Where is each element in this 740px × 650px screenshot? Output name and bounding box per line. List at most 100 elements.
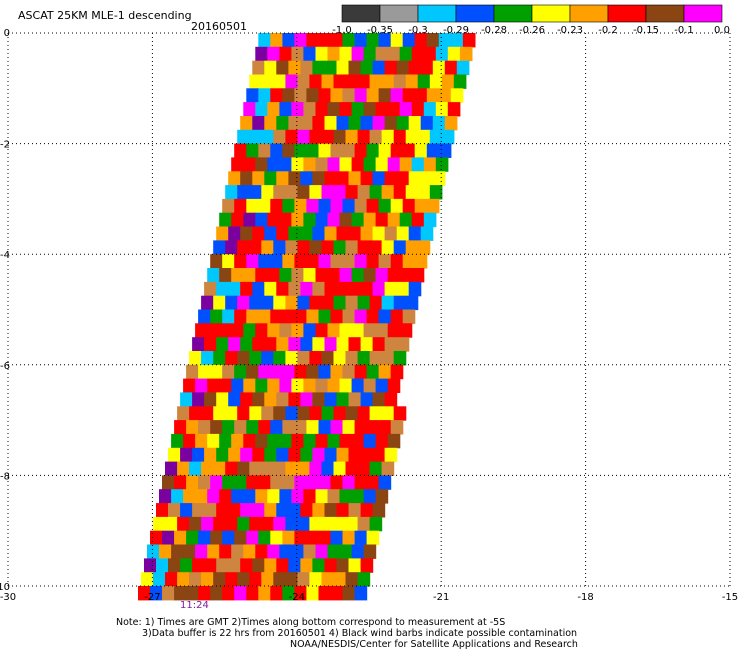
swath-cell xyxy=(222,420,235,435)
colorbar-label: -0.28 xyxy=(481,25,507,36)
swath-cell xyxy=(261,185,274,200)
swath-cell xyxy=(393,351,407,366)
swath-cell xyxy=(408,60,422,76)
swath-cell xyxy=(252,281,265,297)
swath-cell xyxy=(243,378,256,393)
swath-cell xyxy=(348,447,362,463)
swath-cell xyxy=(249,240,262,255)
swath-cell xyxy=(375,102,389,117)
swath-cell xyxy=(210,530,223,546)
note-line-2: 3)Data buffer is 22 hrs from 20160501 4)… xyxy=(142,628,578,639)
swath-cell xyxy=(414,198,428,214)
swath-cell xyxy=(210,254,223,269)
swath-cell xyxy=(270,143,283,158)
swath-cell xyxy=(273,516,286,532)
swath-cell xyxy=(327,212,341,228)
swath-cell xyxy=(192,337,205,352)
swath-cell xyxy=(303,102,316,117)
swath-cell xyxy=(216,337,229,352)
swath-cell xyxy=(318,143,332,158)
swath-cell xyxy=(366,254,380,269)
swath-cell xyxy=(159,489,172,504)
swath-cell xyxy=(213,406,226,421)
swath-cell xyxy=(345,240,359,255)
swath-cell xyxy=(261,461,274,476)
swath-cell xyxy=(351,157,365,172)
swath-cell xyxy=(282,33,295,48)
swath-cell xyxy=(306,364,319,380)
swath-cell xyxy=(180,503,193,518)
swath-cell xyxy=(441,74,455,89)
swath-cell xyxy=(417,240,431,255)
swath-cell xyxy=(357,351,371,366)
swath-cell xyxy=(414,88,428,103)
swath-cell xyxy=(324,337,338,352)
swath-cell xyxy=(306,475,319,490)
swath-cell xyxy=(240,558,253,573)
swath-cell xyxy=(390,364,404,380)
swath-cell xyxy=(222,198,235,214)
swath-cell xyxy=(276,60,289,76)
swath-cell xyxy=(237,406,250,421)
swath-cell xyxy=(345,351,359,366)
swath-cell xyxy=(276,392,289,407)
swath-cell xyxy=(327,46,341,62)
swath-cell xyxy=(345,129,359,145)
swath-cell xyxy=(369,129,383,145)
swath-cell xyxy=(300,337,313,352)
swath-cell xyxy=(234,586,247,601)
swath-cell xyxy=(318,33,332,48)
swath-cell xyxy=(417,185,431,200)
swath-cell xyxy=(384,171,398,186)
chart-date: 20160501 xyxy=(191,20,247,33)
swath-cell xyxy=(399,323,413,338)
swath-cell xyxy=(186,530,199,546)
swath-cell xyxy=(390,88,404,103)
swath-cell xyxy=(381,240,395,255)
swath-cell xyxy=(282,254,295,269)
y-tick-label: -10 xyxy=(0,582,10,593)
swath-cell xyxy=(186,586,199,601)
swath-cell xyxy=(309,351,322,366)
swath-cell xyxy=(273,74,286,89)
swath-cell xyxy=(369,406,383,421)
swath-cell xyxy=(279,157,292,172)
swath-cell xyxy=(300,116,313,131)
swath-cell xyxy=(162,586,175,601)
swath-cell xyxy=(318,88,332,103)
swath-cell xyxy=(330,309,344,324)
swath-cell xyxy=(225,406,238,421)
swath-cell xyxy=(261,516,274,532)
swath-cell xyxy=(333,351,347,366)
swath-cell xyxy=(321,240,335,255)
swath-cell xyxy=(423,157,437,172)
swath-cell xyxy=(321,74,335,89)
swath-cell xyxy=(261,129,274,145)
swath-cell xyxy=(267,544,280,559)
swath-cell xyxy=(312,447,325,463)
swath-cell xyxy=(177,516,190,532)
note-line-1: Note: 1) Times are GMT 2)Times along bot… xyxy=(116,617,506,628)
swath-cell xyxy=(405,74,419,89)
swath-cell xyxy=(342,530,356,546)
swath-cell xyxy=(333,572,347,587)
swath-cell xyxy=(309,572,322,587)
swath-cell xyxy=(351,378,365,393)
swath-cell xyxy=(405,129,419,145)
swath-cell xyxy=(213,295,226,311)
swath-cell xyxy=(291,268,304,283)
swath-cell xyxy=(345,185,359,200)
swath-cell xyxy=(309,406,322,421)
swath-cell xyxy=(183,433,196,449)
swath-cell xyxy=(267,46,280,62)
swath-cell xyxy=(435,46,449,62)
swath-cell xyxy=(318,198,332,214)
swath-cell xyxy=(198,309,211,324)
swath-cell xyxy=(378,364,392,380)
swath-cell xyxy=(291,433,304,449)
swath-cell xyxy=(207,323,220,338)
swath-cell xyxy=(279,544,292,559)
swath-cell xyxy=(264,337,277,352)
swath-cell xyxy=(426,198,440,214)
swath-cell xyxy=(420,226,434,241)
